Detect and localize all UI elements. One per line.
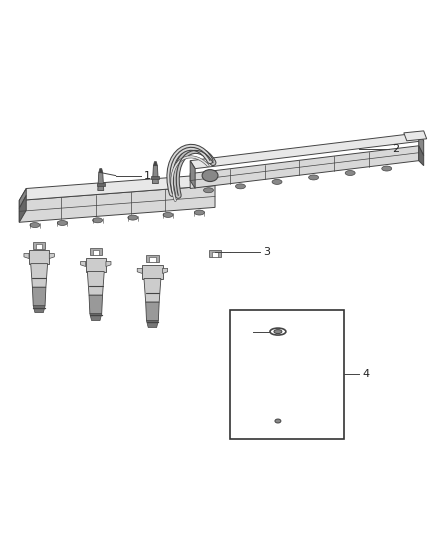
Polygon shape [89,248,102,255]
Ellipse shape [202,169,218,182]
Polygon shape [146,302,159,321]
Polygon shape [190,160,195,189]
Ellipse shape [272,180,282,184]
Polygon shape [24,254,29,259]
Polygon shape [19,189,26,208]
Ellipse shape [92,218,102,223]
Polygon shape [98,173,104,190]
Polygon shape [99,168,103,173]
Text: 3: 3 [263,247,270,257]
Polygon shape [272,399,284,406]
Polygon shape [149,257,155,262]
Text: 4: 4 [362,369,369,379]
Polygon shape [93,251,99,255]
Polygon shape [19,185,215,222]
Ellipse shape [236,184,245,189]
Polygon shape [144,279,161,302]
Polygon shape [151,279,154,284]
Polygon shape [146,255,159,262]
Polygon shape [404,131,427,141]
Polygon shape [276,354,280,359]
Polygon shape [137,269,142,273]
Ellipse shape [275,419,281,423]
Polygon shape [212,252,218,257]
Text: 5: 5 [238,327,245,336]
Polygon shape [19,174,222,200]
Polygon shape [152,175,159,179]
Polygon shape [86,258,106,272]
Polygon shape [190,133,424,168]
Ellipse shape [57,221,67,225]
Polygon shape [262,343,267,349]
Polygon shape [31,264,48,287]
Polygon shape [147,321,159,327]
Ellipse shape [309,175,318,180]
Polygon shape [19,196,26,222]
Polygon shape [271,379,285,399]
Polygon shape [49,254,54,259]
Polygon shape [153,161,157,166]
Text: 1: 1 [144,171,151,181]
Polygon shape [87,272,104,295]
Polygon shape [190,146,419,189]
Polygon shape [32,287,46,306]
Text: 2: 2 [392,144,399,154]
Polygon shape [289,343,294,349]
Polygon shape [38,264,41,269]
Polygon shape [90,314,102,320]
Polygon shape [94,272,98,277]
Polygon shape [106,261,111,266]
Polygon shape [209,250,221,257]
Polygon shape [419,133,424,156]
Polygon shape [33,242,46,249]
Polygon shape [142,265,162,279]
Ellipse shape [163,213,173,217]
Ellipse shape [345,171,355,175]
Ellipse shape [382,166,392,171]
Polygon shape [33,306,45,313]
Polygon shape [162,269,168,273]
Ellipse shape [194,210,205,215]
Polygon shape [269,354,287,379]
Ellipse shape [128,215,138,220]
Ellipse shape [274,329,282,334]
Ellipse shape [30,223,40,228]
Polygon shape [97,182,105,185]
Polygon shape [36,244,42,249]
Ellipse shape [204,188,213,193]
Polygon shape [89,295,102,314]
Polygon shape [419,146,424,166]
Polygon shape [152,166,159,183]
Polygon shape [81,261,86,266]
Polygon shape [267,340,289,354]
Polygon shape [29,250,49,264]
Bar [230,310,344,439]
